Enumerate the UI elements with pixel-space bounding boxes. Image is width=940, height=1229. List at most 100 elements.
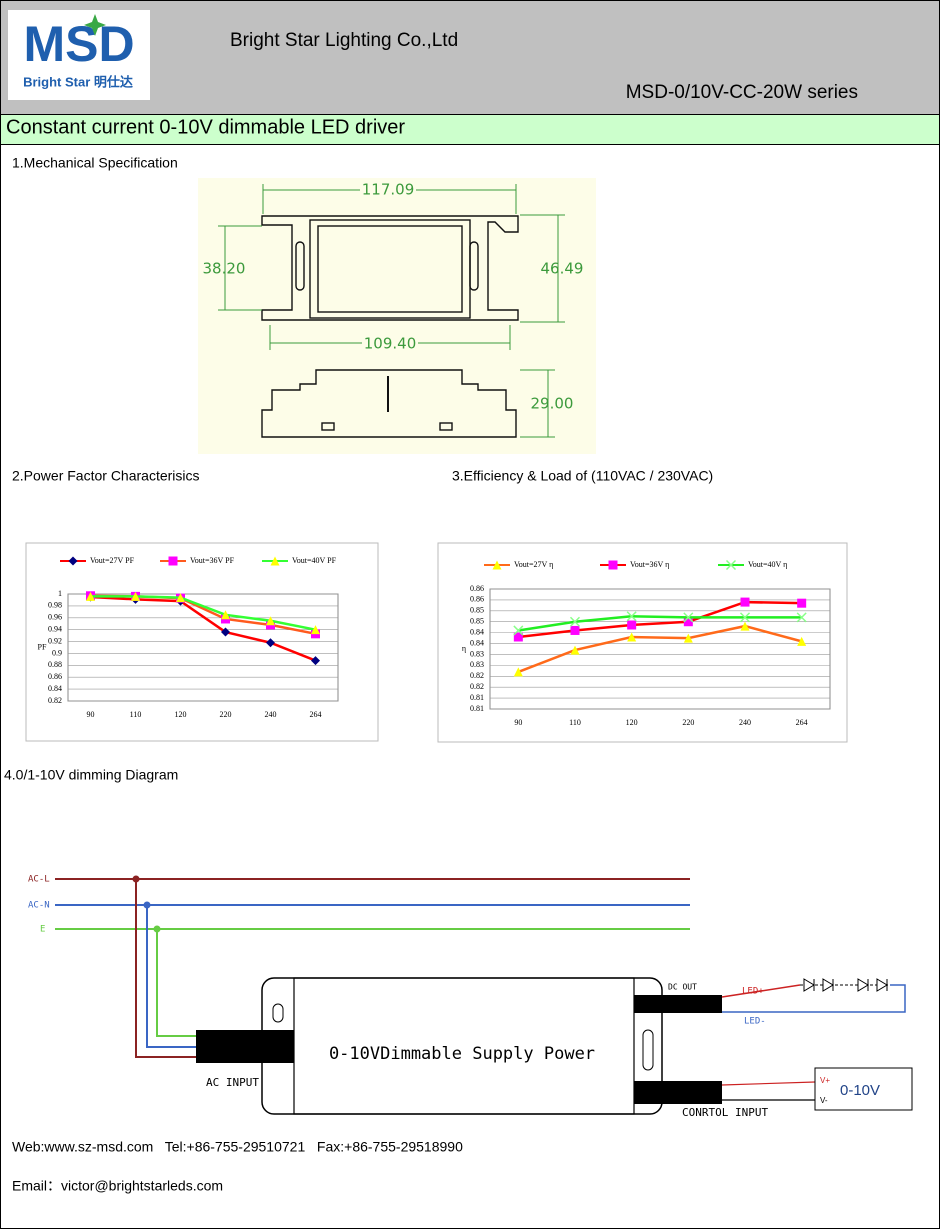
wire-label: AC-N — [28, 901, 50, 911]
x-tick-label: 220 — [220, 710, 232, 719]
marker — [131, 591, 140, 601]
y-tick-label: 0.96 — [48, 613, 62, 622]
side-hole — [439, 422, 453, 431]
logo-box — [8, 10, 150, 100]
y-tick-label: 0.84 — [48, 684, 62, 693]
logo-star — [84, 14, 106, 36]
y-tick-label: 0.86 — [470, 584, 484, 593]
led-string — [800, 978, 890, 992]
led — [803, 978, 888, 992]
section-heading: 4.0/1-10V dimming Diagram — [4, 767, 178, 783]
label: 0-10V — [840, 1082, 880, 1099]
footer-contact: Web:www.sz-msd.com Tel:+86-755-29510721 … — [12, 1139, 463, 1155]
chart: 0.810.810.820.820.830.830.840.840.850.85… — [437, 542, 848, 743]
y-tick-label: 0.81 — [470, 704, 484, 713]
terminal — [196, 1030, 294, 1063]
y-tick-label: 0.84 — [470, 627, 484, 636]
y-tick-label: 0.86 — [470, 595, 484, 604]
y-tick-label: 0.82 — [470, 671, 484, 680]
y-tick-label: 0.9 — [52, 648, 62, 657]
x-tick-label: 264 — [310, 710, 322, 719]
dimension: 109.40 — [364, 335, 417, 353]
label: DC OUT — [668, 983, 697, 992]
dimension-line — [520, 214, 565, 323]
y-tick-label: 0.98 — [48, 601, 62, 610]
marker — [311, 625, 320, 635]
label: V+ — [820, 1076, 830, 1085]
series-line — [518, 615, 802, 632]
junction — [143, 901, 151, 909]
mechanical-drawing: 117.09 38.20 46.49 109.40 29.00 — [198, 178, 596, 454]
x-tick-label: 90 — [87, 710, 95, 719]
legend-label: Vout=27V η — [514, 560, 553, 569]
wire-label: LED- — [744, 1017, 766, 1027]
legend-marker — [492, 560, 502, 570]
marker — [740, 597, 750, 607]
plot-area — [67, 593, 339, 702]
side-hole — [321, 422, 335, 431]
slot — [295, 241, 305, 291]
wire — [146, 905, 196, 1048]
wire — [156, 929, 196, 1037]
terminal — [634, 995, 722, 1013]
x-tick-label: 110 — [569, 718, 581, 727]
x-tick-label: 120 — [175, 710, 187, 719]
wire — [721, 1081, 816, 1086]
legend-marker — [608, 560, 618, 570]
marker — [86, 591, 95, 601]
x-tick-label: 240 — [265, 710, 277, 719]
marker — [796, 612, 807, 623]
page-title: Constant current 0-10V dimmable LED driv… — [6, 116, 405, 138]
wiring-diagram: AC-L AC-N E 0-10VDimmable Supply Power A… — [28, 875, 913, 1119]
marker — [569, 616, 581, 627]
marker — [221, 627, 230, 637]
y-tick-label: 0.88 — [48, 660, 62, 669]
drawing-background — [198, 178, 596, 454]
dimension: 29.00 — [531, 395, 574, 413]
x-tick-label: 90 — [514, 718, 522, 727]
x-tick-label: 110 — [130, 710, 142, 719]
marker — [513, 625, 524, 636]
x-tick-label: 120 — [626, 718, 638, 727]
section-heading: 3.Efficiency & Load of (110VAC / 230VAC) — [452, 468, 713, 484]
y-tick-label: 1 — [58, 589, 62, 598]
terminal — [634, 1081, 722, 1104]
section-heading: 2.Power Factor Characterisics — [12, 468, 200, 484]
marker — [683, 617, 693, 627]
top-view-inner — [317, 225, 463, 313]
footer-email: Email：victor@brightstarleds.com — [12, 1178, 223, 1194]
series-name: MSD-0/10V-CC-20W series — [626, 82, 858, 103]
dimension-line — [218, 225, 262, 311]
marker — [739, 612, 751, 623]
chart: 0.82 0.84 0.86 0.88 0.9 0.92 0.94 0.96 0.98 1 PF 90… — [25, 542, 379, 742]
plot-area — [489, 588, 831, 710]
y-tick-label: 0.83 — [470, 649, 484, 658]
marker — [266, 638, 275, 648]
label: CONRTOL INPUT — [682, 1106, 768, 1119]
junction — [132, 875, 140, 883]
label: AC INPUT — [206, 1076, 259, 1089]
marker — [683, 633, 693, 643]
y-tick-label: 0.94 — [48, 624, 62, 633]
marker — [176, 593, 185, 603]
marker — [626, 611, 637, 622]
label-bg — [362, 335, 418, 351]
dimension-line — [520, 369, 555, 438]
slot — [272, 1003, 284, 1023]
y-tick-label: 0.92 — [48, 636, 62, 645]
junction — [153, 925, 161, 933]
wire-label: E — [40, 925, 45, 935]
legend-marker — [168, 556, 178, 566]
y-tick-label: 0.85 — [470, 617, 484, 626]
y-tick-label: 0.81 — [470, 693, 484, 702]
company-name: Bright Star Lighting Co.,Ltd — [230, 30, 458, 51]
section-heading: 1.Mechanical Specification — [12, 155, 178, 171]
x-tick-label: 240 — [739, 718, 751, 727]
logo: MSD — [23, 16, 134, 72]
series-line — [517, 624, 802, 674]
dimension: 38.20 — [203, 260, 246, 278]
marker — [221, 610, 230, 620]
marker — [570, 645, 580, 655]
legend-label: Vout=40V η — [748, 560, 787, 569]
marker — [627, 632, 637, 642]
